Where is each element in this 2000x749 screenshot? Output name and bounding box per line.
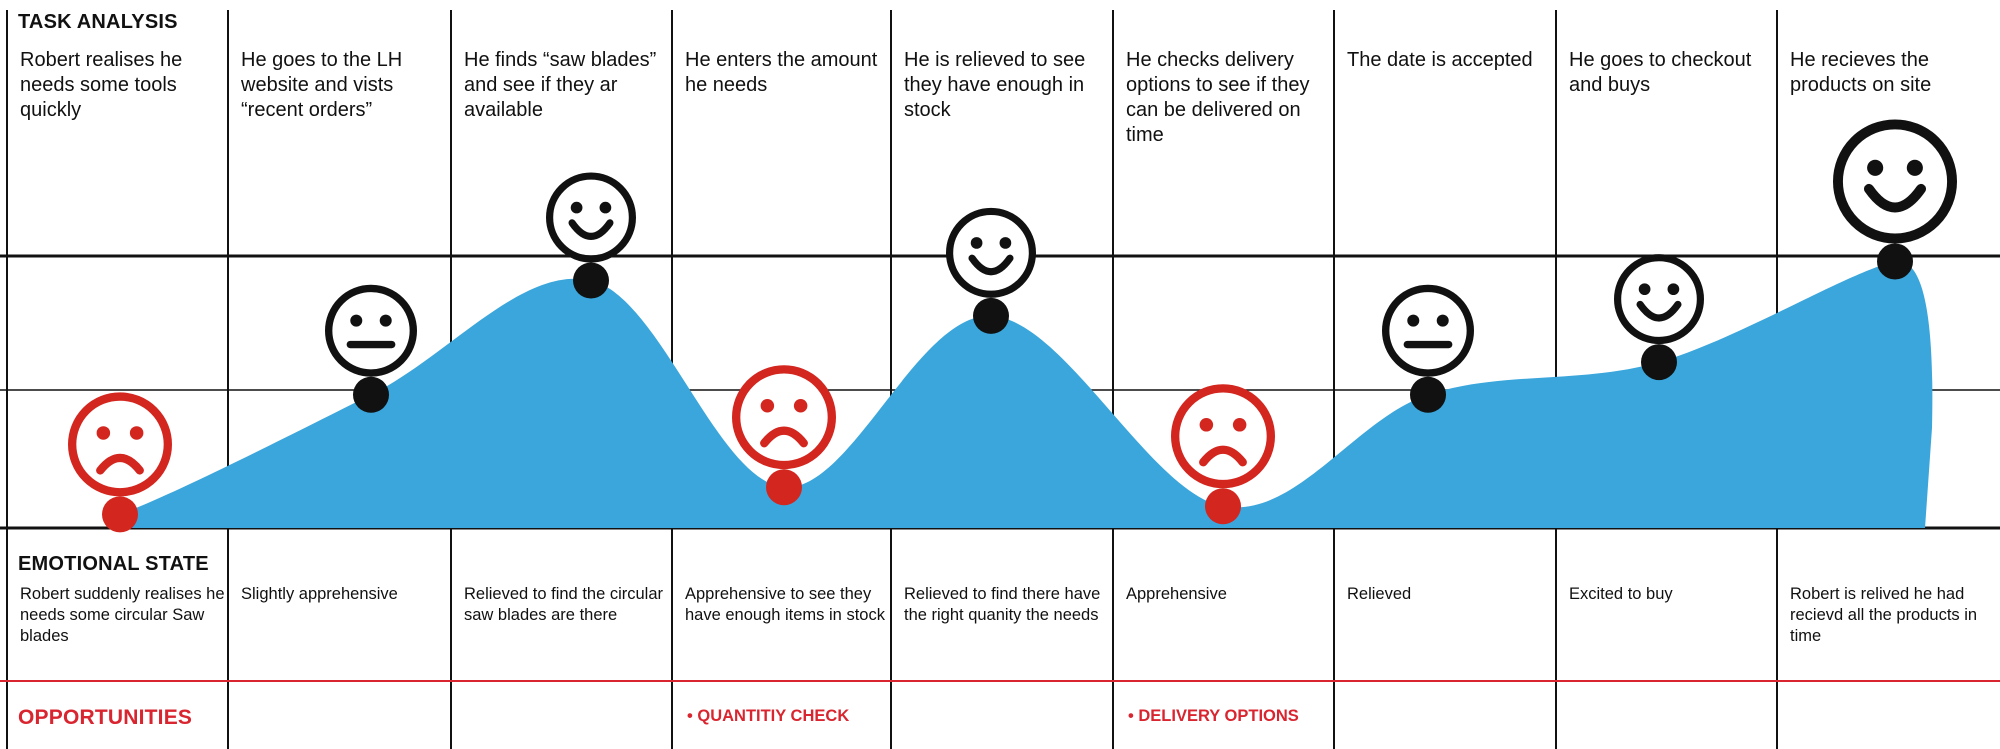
emotional-state-4: Apprehensive to see they have enough ite… xyxy=(685,585,885,624)
emotional-state-9: Robert is relived he had recievd all the… xyxy=(1790,585,1978,645)
emotional-state-6: Apprehensive xyxy=(1126,585,1227,603)
emotion-point-2 xyxy=(353,376,389,413)
task-analysis-heading: TASK ANALYSIS xyxy=(18,11,178,33)
happy-face-icon xyxy=(545,172,636,263)
emotion-point-3 xyxy=(573,262,609,299)
emotion-point-5 xyxy=(973,297,1009,334)
opportunity-6: • DELIVERY OPTIONS xyxy=(1128,707,1299,725)
happy-face-icon xyxy=(945,207,1036,298)
emotional-state-2: Slightly apprehensive xyxy=(241,585,398,603)
emotion-point-8 xyxy=(1641,344,1677,381)
emotional-state-8: Excited to buy xyxy=(1569,585,1673,603)
emotion-point-6 xyxy=(1205,488,1241,525)
emotion-point-1 xyxy=(102,496,138,533)
emotion-curve xyxy=(115,261,1933,528)
sad-face-icon xyxy=(68,392,173,497)
emotional-state-3: Relieved to find the circular saw blades… xyxy=(464,585,664,624)
task-step-6: He checks delivery options to see if the… xyxy=(1126,49,1310,146)
task-step-7: The date is accepted xyxy=(1347,49,1533,71)
emotional-state-7: Relieved xyxy=(1347,585,1412,603)
mood-faces xyxy=(68,119,1957,497)
task-step-3: He finds “saw blades” and see if they ar… xyxy=(464,49,657,121)
neutral-face-icon xyxy=(1382,284,1475,377)
task-step-4: He enters the amount he needs xyxy=(685,49,878,96)
emotional-state-heading: EMOTIONAL STATE xyxy=(18,553,209,575)
neutral-face-icon xyxy=(324,284,417,377)
task-step-8: He goes to checkout and buys xyxy=(1569,49,1752,96)
task-step-1: Robert realises he needs some tools quic… xyxy=(20,49,183,121)
emotion-point-7 xyxy=(1410,376,1446,413)
sad-face-icon xyxy=(731,365,836,470)
sad-face-icon xyxy=(1171,384,1276,489)
task-step-5: He is relieved to see they have enough i… xyxy=(904,49,1086,121)
opportunity-4: • QUANTITIY CHECK xyxy=(687,707,850,725)
task-step-9: He recieves the products on site xyxy=(1790,49,1932,96)
emotional-state-5: Relieved to find there have the right qu… xyxy=(904,585,1101,624)
happy-face-icon xyxy=(1832,119,1957,244)
opportunities-heading: OPPORTUNITIES xyxy=(18,706,193,729)
task-step-2: He goes to the LH website and vists “rec… xyxy=(241,49,403,121)
emotion-point-4 xyxy=(766,469,802,506)
emotion-markers xyxy=(102,243,1913,533)
emotional-state-1: Robert suddenly realises he needs some c… xyxy=(20,585,225,645)
happy-face-icon xyxy=(1613,254,1704,345)
emotion-point-9 xyxy=(1877,243,1913,280)
